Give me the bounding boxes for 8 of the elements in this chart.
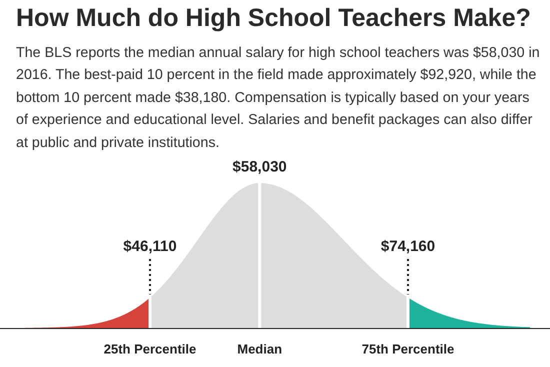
data-label: $74,160 (380, 238, 436, 256)
text: How Much do High School Teachers Make? (16, 4, 531, 33)
category-label: 25th Percentile (104, 342, 196, 357)
text: The BLS reports the median annual salary for high school teachers was $58,030 in 2016. The best-paid 10 percent in the field made approximately $92,920, while the bottom 10 percent made $38,180. Compensation is typically based on your years of experience and educational level. Salaries and benefit packages can also differ at public and private institutions. (16, 44, 541, 153)
data-label: $58,030 (232, 158, 287, 176)
data-label: $46,110 (123, 238, 177, 256)
category-label: 75th Percentile (362, 342, 454, 357)
category-label: Median (237, 342, 282, 357)
